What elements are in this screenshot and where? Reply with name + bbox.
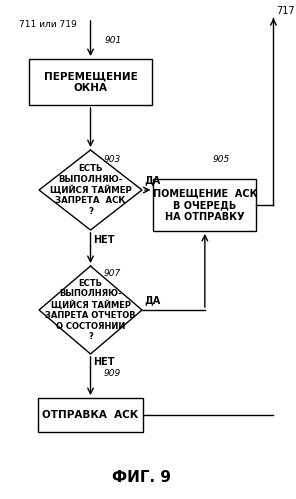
Text: ФИГ. 9: ФИГ. 9 [112, 471, 170, 486]
Text: 711 или 719: 711 или 719 [19, 20, 76, 29]
Text: 907: 907 [104, 269, 121, 278]
Bar [153, 179, 256, 231]
Text: 717: 717 [276, 6, 295, 16]
Text: 901: 901 [105, 35, 122, 44]
Text: ДА: ДА [145, 295, 161, 305]
Text: 903: 903 [104, 156, 121, 165]
Polygon shape [39, 150, 142, 230]
Text: НЕТ: НЕТ [93, 235, 115, 245]
Text: 909: 909 [104, 369, 121, 379]
Text: ПЕРЕМЕЩЕНИЕ
ОКНА: ПЕРЕМЕЩЕНИЕ ОКНА [44, 71, 137, 93]
Text: ЕСТЬ
ВЫПОЛНЯЮ-
ЩИЙСЯ ТАЙМЕР
ЗАПРЕТА ОТЧЕТОВ
О СОСТОЯНИИ
?: ЕСТЬ ВЫПОЛНЯЮ- ЩИЙСЯ ТАЙМЕР ЗАПРЕТА ОТЧЕ… [45, 279, 136, 341]
Text: ОТПРАВКА  АСК: ОТПРАВКА АСК [42, 410, 139, 420]
Text: 905: 905 [213, 155, 230, 164]
Bar [38, 398, 143, 432]
Text: ЕСТЬ
ВЫПОЛНЯЮ-
ЩИЙСЯ ТАЙМЕР
ЗАПРЕТА  АСК
?: ЕСТЬ ВЫПОЛНЯЮ- ЩИЙСЯ ТАЙМЕР ЗАПРЕТА АСК … [50, 164, 131, 216]
Text: ДА: ДА [145, 175, 161, 185]
Bar [29, 59, 152, 105]
Text: НЕТ: НЕТ [93, 357, 115, 367]
Text: ПОМЕЩЕНИЕ  АСК
В ОЧЕРЕДЬ
НА ОТПРАВКУ: ПОМЕЩЕНИЕ АСК В ОЧЕРЕДЬ НА ОТПРАВКУ [153, 189, 257, 222]
Polygon shape [39, 266, 142, 354]
